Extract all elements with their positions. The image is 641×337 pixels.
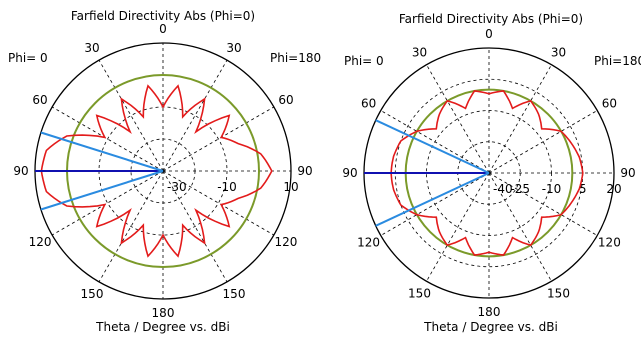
angle-tick-label: 150: [81, 287, 104, 301]
angle-tick-label: 90: [297, 164, 312, 178]
grid-spoke: [380, 110, 490, 174]
angle-tick-label: 90: [342, 166, 357, 180]
angle-tick-label: 60: [32, 93, 47, 107]
angle-tick-label: 60: [278, 93, 293, 107]
angle-tick-label: 30: [412, 46, 427, 60]
angle-tick-label: 120: [598, 236, 621, 250]
angle-tick-label: 30: [226, 41, 241, 55]
chart-title: Farfield Directivity Abs (Phi=0): [71, 9, 255, 23]
beamwidth-line: [375, 119, 490, 174]
beamwidth-line: [375, 172, 490, 227]
grid-spoke: [488, 110, 598, 174]
grid-spoke: [488, 172, 598, 236]
angle-tick-label: 90: [13, 164, 28, 178]
angle-tick-label: 120: [357, 236, 380, 250]
grid-spoke: [488, 172, 552, 282]
grid-spoke: [162, 59, 228, 172]
radial-tick-label: -40: [493, 182, 513, 196]
angle-tick-label: 180: [152, 306, 175, 320]
beamwidth-line: [40, 131, 164, 172]
x-axis-label: Theta / Degree vs. dBi: [95, 320, 230, 334]
chart-title: Farfield Directivity Abs (Phi=0): [399, 12, 583, 26]
angle-tick-label: 120: [275, 235, 298, 249]
angle-tick-label: 30: [84, 41, 99, 55]
angle-tick-label: 150: [223, 287, 246, 301]
angle-tick-label: 180: [478, 305, 501, 319]
angle-tick-label: 30: [551, 46, 566, 60]
radial-tick-label: 20: [606, 182, 621, 196]
angle-tick-label: 150: [408, 286, 431, 300]
phi-left-label: Phi= 0: [8, 51, 48, 65]
angle-tick-label: 0: [159, 22, 167, 36]
angle-tick-label: 150: [547, 286, 570, 300]
phi-right-label: Phi=180: [594, 54, 641, 68]
grid-spoke: [426, 64, 490, 174]
angle-tick-label: 60: [361, 97, 376, 111]
angle-tick-label: 90: [620, 166, 635, 180]
grid-spoke: [426, 172, 490, 282]
grid-spoke: [51, 106, 164, 172]
pattern-trace: [390, 90, 584, 256]
radial-tick-label: 5: [579, 182, 587, 196]
phi-left-label: Phi= 0: [344, 54, 384, 68]
x-axis-label: Theta / Degree vs. dBi: [423, 320, 558, 334]
radial-tick-label: -10: [542, 182, 562, 196]
polar-chart-right: Farfield Directivity Abs (Phi=0) Phi= 0 …: [342, 12, 641, 334]
beamwidth-line: [40, 170, 164, 211]
grid-spoke: [488, 64, 552, 174]
radial-tick-label: -25: [510, 182, 530, 196]
grid-spoke: [380, 172, 490, 236]
angle-tick-label: 60: [602, 97, 617, 111]
radial-tick-label: 10: [283, 180, 298, 194]
angle-tick-label: 0: [485, 27, 493, 41]
radial-tick-label: -30: [167, 180, 187, 194]
phi-right-label: Phi=180: [270, 51, 321, 65]
pattern-trace: [40, 84, 273, 258]
polar-chart-left: Farfield Directivity Abs (Phi=0) Phi= 0 …: [8, 9, 321, 334]
grid-spoke: [51, 170, 164, 236]
angle-tick-label: 120: [29, 235, 52, 249]
radial-tick-label: -10: [217, 180, 237, 194]
